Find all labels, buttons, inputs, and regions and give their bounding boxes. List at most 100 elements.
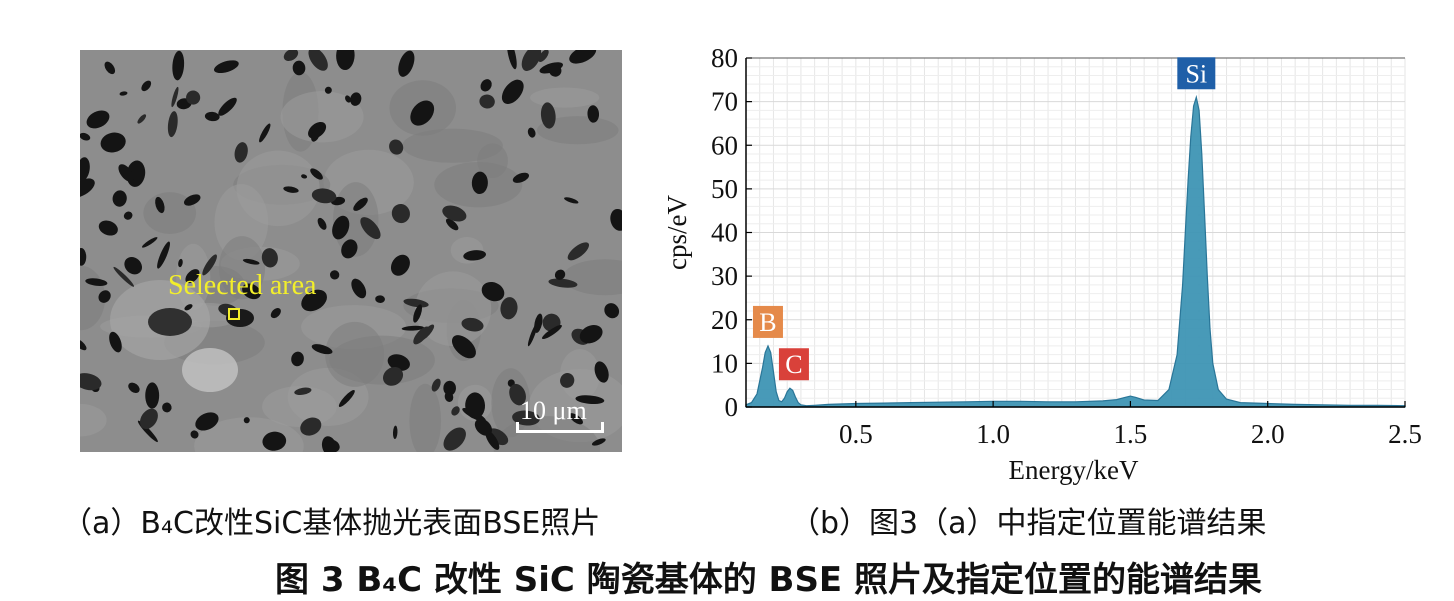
micrograph-dark-grain	[392, 425, 398, 439]
micrograph-dark-grain	[308, 50, 328, 71]
eds-spectrum-chart: 0 10 20 30 40 50 60 70 80 0.5 1.0 1.5 2.0 2.5 Energy/k…	[662, 43, 1422, 485]
micrograph-dark-grain	[548, 278, 578, 288]
spectrum-area-series	[745, 94, 1406, 408]
x-tick-label: 1.0	[976, 419, 1010, 449]
micrograph-dark-grain	[401, 325, 425, 331]
micrograph-dark-grain	[80, 373, 102, 391]
micrograph-dark-grain	[353, 197, 368, 211]
micrograph-dark-grain	[527, 322, 538, 347]
micrograph-dark-grain	[218, 97, 237, 116]
micrograph-dark-grain	[569, 50, 597, 64]
micrograph-bright-region	[182, 348, 238, 392]
micrograph-dark-grain	[311, 188, 337, 204]
micrograph-dark-grain	[506, 50, 517, 70]
micrograph-dark-grain	[157, 241, 170, 269]
micrograph-dark-grain	[283, 50, 299, 62]
y-tick-label: 0	[725, 392, 739, 422]
micrograph-dark-grain	[324, 86, 332, 94]
micrograph-dark-grain	[317, 217, 327, 230]
micrograph-dark-grain	[155, 196, 165, 214]
micrograph-dark-grain	[123, 211, 133, 220]
y-tick-label: 70	[711, 87, 738, 117]
micrograph-dark-grain	[113, 266, 135, 287]
scale-bar-label: 10 μm	[520, 396, 587, 425]
micrograph-dark-grain	[213, 60, 239, 74]
micrograph-dark-grain	[604, 303, 620, 319]
micrograph-dark-grain	[128, 382, 140, 393]
micrograph-dark-grain	[85, 278, 108, 286]
micrograph-dark-grain	[291, 351, 304, 367]
peak-label-si: Si	[1177, 57, 1216, 90]
y-axis-label: cps/eV	[662, 195, 692, 270]
micrograph-dark-grain	[300, 417, 322, 436]
micrograph-dark-grain	[560, 373, 575, 388]
micrograph-dark-grain	[541, 324, 562, 340]
micrograph-dark-grain	[575, 395, 605, 405]
micrograph-dark-grain	[242, 258, 260, 265]
micrograph-dark-grain	[185, 269, 200, 284]
y-tick-label: 40	[711, 218, 738, 248]
micrograph-dark-grain	[80, 255, 86, 265]
peak-label-box	[1177, 57, 1216, 90]
micrograph-dark-grain	[172, 50, 185, 81]
micrograph-dark-grain	[350, 92, 362, 106]
micrograph-dark-grain	[587, 105, 600, 123]
micrograph-gray-region	[493, 416, 601, 452]
caption-panel-a: （a）B₄C改性SiC基体抛光表面BSE照片	[62, 506, 601, 541]
micrograph-dark-grain	[184, 194, 201, 206]
micrograph-dark-grain	[261, 248, 278, 268]
micrograph-dark-grain	[512, 410, 540, 426]
micrograph-dark-grain	[137, 114, 147, 124]
selected-area-label: Selected area	[168, 270, 317, 301]
y-tick-label: 20	[711, 305, 738, 335]
bse-micrograph: Selected area 10 μm	[80, 50, 622, 452]
micrograph-gray-region	[218, 236, 266, 300]
micrograph-dark-grain	[171, 86, 179, 108]
micrograph-dark-grain	[109, 331, 122, 353]
micrograph-dark-grain	[186, 90, 201, 105]
micrograph-dark-grain	[242, 283, 261, 300]
micrograph-gray-region	[536, 116, 619, 145]
micrograph-dark-grain	[119, 91, 128, 96]
micrograph-dark-grain	[481, 281, 505, 302]
micrograph-dark-grain	[462, 407, 486, 422]
micrograph-dark-grain	[451, 406, 460, 416]
micrograph-dark-grain	[86, 110, 110, 129]
x-axis-label: Energy/keV	[1009, 455, 1139, 485]
micrograph-dark-grain	[336, 50, 355, 71]
selected-area-marker	[228, 308, 240, 320]
micrograph-dark-grain	[162, 402, 172, 413]
micrograph-dark-grain	[567, 242, 590, 261]
micrograph-dark-grain	[148, 308, 192, 336]
micrograph-dark-grain	[330, 270, 340, 280]
micrograph-dark-grain	[554, 269, 566, 280]
micrograph-dark-grain	[80, 157, 90, 182]
micrograph-dark-grain	[480, 79, 492, 92]
micrograph-dark-grain	[311, 128, 321, 142]
micrograph-dark-grain	[184, 304, 193, 311]
micrograph-dark-grain	[500, 297, 518, 320]
micrograph-dark-grain	[390, 254, 410, 276]
micrograph-dark-grain	[80, 178, 95, 198]
micrograph-dark-grain	[80, 338, 87, 351]
micrograph-dark-grain	[100, 132, 126, 153]
micrograph-dark-grain	[610, 208, 622, 231]
y-tick-label: 10	[711, 348, 738, 378]
micrograph-dark-grain	[332, 215, 350, 240]
micrograph-dark-grain	[141, 80, 152, 92]
micrograph-dark-grain	[383, 366, 404, 386]
micrograph-dark-grain	[387, 354, 410, 371]
micrograph-dark-grain	[471, 171, 488, 195]
micrograph-dark-grain	[311, 344, 333, 355]
peak-label-text: Si	[1185, 59, 1207, 88]
micrograph-dark-grain	[527, 127, 536, 138]
micrograph-dark-grain	[104, 61, 116, 75]
micrograph-dark-grain	[413, 304, 423, 323]
y-tick-label: 30	[711, 261, 738, 291]
micrograph-dark-grain	[345, 95, 351, 103]
peak-label-box	[752, 305, 783, 338]
x-tick-label: 0.5	[839, 419, 873, 449]
micrograph-dark-grain	[145, 382, 160, 409]
micrograph-dark-grain	[262, 431, 287, 451]
micrograph-dark-grain	[463, 250, 486, 261]
